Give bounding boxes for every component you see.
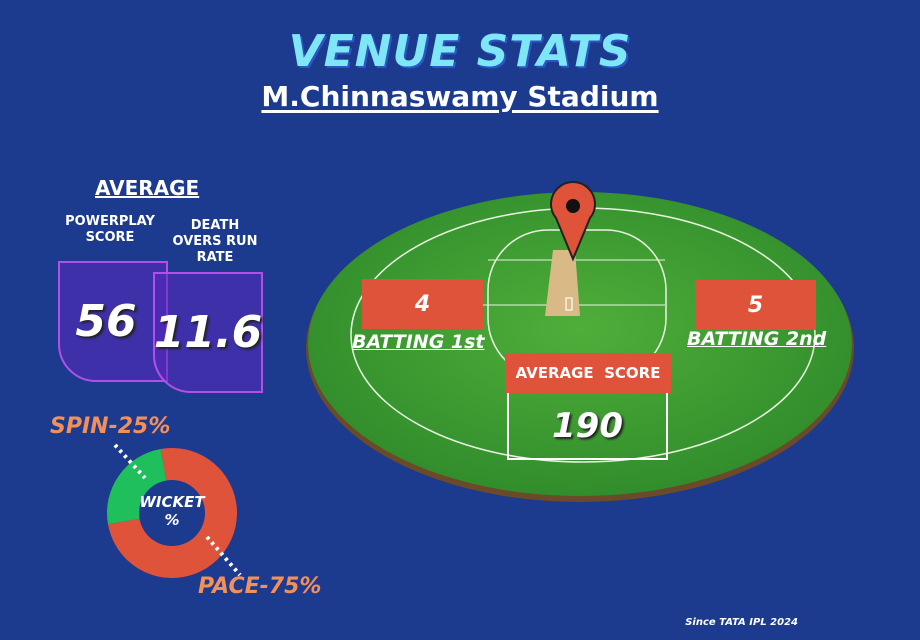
venue-name: M.Chinnaswamy Stadium <box>261 80 659 113</box>
stumps-icon <box>565 297 573 311</box>
pitch <box>545 250 580 316</box>
page-title: VENUE STATS <box>288 26 632 77</box>
footer-note: Since TATA IPL 2024 <box>685 617 798 628</box>
donut-slice-spin <box>107 448 167 525</box>
location-pin-icon <box>550 181 596 262</box>
pace-leader-line <box>205 535 242 577</box>
spin-label: SPIN-25% <box>50 414 171 439</box>
death-overs-value: 11.6 <box>153 307 263 358</box>
outfield <box>308 192 852 496</box>
donut-slice-pace <box>107 447 238 578</box>
powerplay-card: 56 <box>58 261 168 382</box>
average-score-value: 190 <box>507 393 668 460</box>
powerplay-label: POWERPLAY SCORE <box>65 214 155 245</box>
death-overs-label: DEATH OVERS RUN RATE <box>172 218 258 265</box>
batting-first-value: 4 <box>362 279 483 329</box>
powerplay-value: 56 <box>75 296 137 347</box>
wicket-center-label: WICKET % <box>139 493 205 529</box>
average-heading: AVERAGE <box>95 176 200 200</box>
death-overs-card: 11.6 <box>153 272 263 393</box>
spin-leader-line <box>113 443 147 480</box>
batting-second-value: 5 <box>695 280 816 330</box>
batting-first-label: BATTING 1st <box>352 331 485 353</box>
pace-label: PACE-75% <box>198 574 322 599</box>
average-score-label: AVERAGE SCORE <box>505 353 671 393</box>
batting-second-label: BATTING 2nd <box>687 328 827 350</box>
